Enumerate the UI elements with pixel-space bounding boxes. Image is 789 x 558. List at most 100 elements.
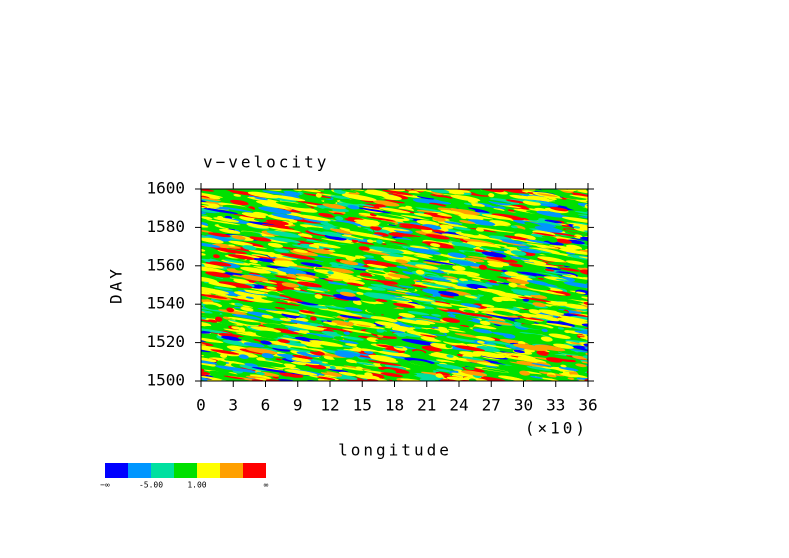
field-streak [463,280,493,287]
field-streak [269,317,284,322]
field-streak [512,183,527,188]
field-streak [310,350,325,356]
field-streak [531,179,540,183]
field-streak [446,376,478,381]
field-streak [266,177,282,184]
field-streak [568,180,604,187]
field-streak [201,359,218,365]
field-streak [519,178,541,184]
field-streak [269,340,296,347]
field-streak [508,263,523,268]
colorbar-swatch [220,463,243,478]
field-streak [300,262,323,267]
field-streak [254,387,275,393]
field-streak [481,304,495,308]
field-streak [205,235,232,242]
field-streak [505,199,525,204]
field-streak [511,178,542,186]
colorbar-swatch [243,463,266,478]
field-streak [188,368,196,371]
field-streak [507,209,515,212]
field-streak [459,324,470,327]
field-streak [272,177,293,182]
field-streak [284,341,307,347]
field-streak [395,318,431,326]
field-streak [515,315,545,321]
field-streak [227,316,260,323]
field-streak [435,373,444,378]
field-streak [312,237,331,243]
field-streak [385,244,403,248]
field-streak [201,266,226,273]
field-streak [598,280,617,286]
field-streak [581,361,588,364]
field-streak [188,176,212,182]
field-streak [536,222,556,228]
field-streak [553,343,574,349]
field-streak [590,296,599,300]
field-streak [248,318,282,325]
field-streak [560,360,578,365]
field-streak [282,289,298,295]
field-streak [305,313,335,319]
field-streak [415,264,439,270]
field-streak [201,337,224,343]
field-streak [518,386,554,396]
field-streak [592,270,615,275]
field-streak [576,377,588,381]
field-streak [447,241,467,245]
field-streak [323,200,337,205]
field-streak [504,235,531,241]
field-streak [590,311,610,317]
field-streak [528,247,561,254]
field-streak [569,194,588,200]
field-streak [316,376,336,381]
field-streak [262,221,286,227]
field-streak [328,189,361,192]
field-streak [590,218,617,225]
field-streak [216,181,240,187]
field-streak [190,291,200,294]
field-streak [201,287,202,291]
field-streak [566,296,588,302]
field-streak [322,383,342,391]
field-streak [272,376,280,379]
x-tick-label: 30 [514,396,533,415]
field-streak [201,195,222,202]
field-streak [201,291,212,295]
field-streak [201,373,207,376]
field-streak [330,379,339,381]
field-streak [434,337,464,344]
field-streak [475,227,485,232]
field-streak [568,348,588,353]
field-streak [275,311,305,317]
field-streak [416,175,451,183]
field-streak [586,201,588,208]
field-streak [346,282,364,287]
field-streak [367,270,386,275]
field-streak [373,213,405,219]
field-streak [244,290,265,295]
field-streak [217,385,228,390]
field-streak [184,325,193,330]
field-streak [261,314,274,319]
field-streak [510,289,541,296]
field-streak [370,316,398,323]
field-streak [448,326,460,330]
field-streak [314,273,329,279]
field-streak [251,366,287,373]
field-streak [519,248,541,254]
field-streak [566,384,578,387]
field-streak [306,289,326,293]
field-streak [201,307,213,314]
field-streak [459,213,494,220]
field-streak [440,177,462,183]
field-streak [214,248,248,255]
field-streak [288,177,312,183]
field-streak [400,214,430,220]
field-streak [405,308,433,314]
field-streak [587,179,608,187]
field-streak [572,175,607,185]
field-streak [252,360,286,368]
field-streak [231,314,262,320]
